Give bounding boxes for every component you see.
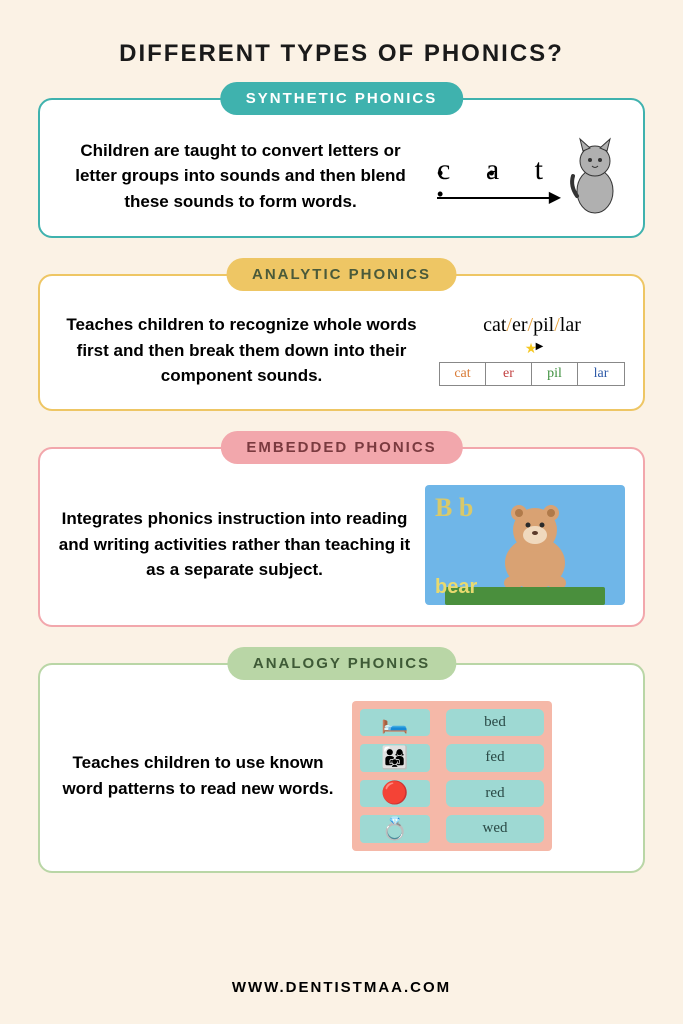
badge-analogy: ANALOGY PHONICS (227, 647, 456, 680)
badge-embedded: EMBEDDED PHONICS (220, 431, 462, 464)
analogy-pic: 🛏️ (360, 709, 430, 737)
desc-analogy: Teaches children to use known word patte… (58, 750, 338, 801)
analogy-word: bed (446, 709, 544, 737)
illus-synthetic: c a t • • • ▶ (437, 136, 625, 216)
analogy-pic: 💍 (360, 815, 430, 843)
desc-analytic: Teaches children to recognize whole word… (58, 312, 425, 389)
desc-embedded: Integrates phonics instruction into read… (58, 506, 411, 583)
syn-arrow-head: ▶ (549, 187, 561, 207)
analogy-word: fed (446, 744, 544, 772)
card-analytic: ANALYTIC PHONICS Teaches children to rec… (38, 274, 645, 411)
emb-letter: B b (435, 493, 473, 523)
illus-embedded: B b bear (425, 485, 625, 605)
footer-link: WWW.DENTISTMAA.COM (38, 979, 645, 1004)
analogy-pic: 🔴 (360, 780, 430, 808)
ana-word: cat/er/pil/lar (483, 314, 581, 337)
badge-analytic: ANALYTIC PHONICS (226, 258, 457, 291)
analogy-word: wed (446, 815, 544, 843)
emb-word: bear (435, 576, 477, 599)
cat-icon (565, 136, 625, 216)
illus-analytic: cat/er/pil/lar ★ caterpillar (439, 314, 625, 386)
analogy-word: red (446, 780, 544, 808)
illus-analogy: 🛏️ bed 👨‍👩‍👧 fed 🔴 red 💍 wed (352, 701, 552, 851)
desc-synthetic: Children are taught to convert letters o… (58, 138, 423, 215)
card-analogy: ANALOGY PHONICS Teaches children to use … (38, 663, 645, 873)
badge-synthetic: SYNTHETIC PHONICS (220, 82, 464, 115)
ana-table: caterpillar (439, 362, 625, 386)
page-title: DIFFERENT TYPES OF PHONICS? (38, 40, 645, 68)
analogy-pic: 👨‍👩‍👧 (360, 744, 430, 772)
card-embedded: EMBEDDED PHONICS Integrates phonics inst… (38, 447, 645, 627)
card-synthetic: SYNTHETIC PHONICS Children are taught to… (38, 98, 645, 238)
